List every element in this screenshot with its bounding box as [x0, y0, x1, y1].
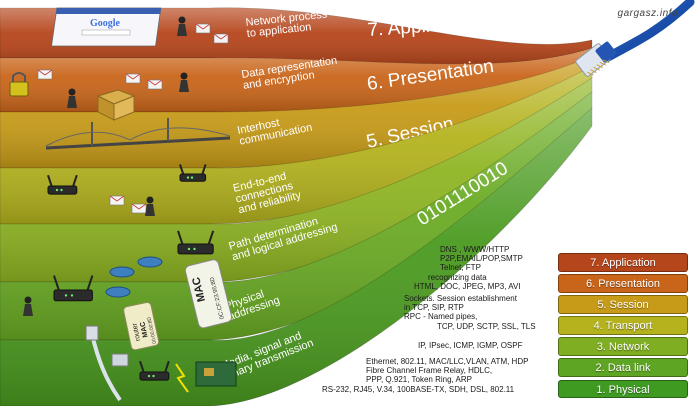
- protocol-line: RPC - Named pipes,: [404, 312, 478, 322]
- patch-cable-icon: [85, 325, 129, 402]
- package-icon: [96, 89, 136, 121]
- circuit-board-icon: [175, 361, 237, 393]
- protocol-line: Telnet, FTP: [440, 263, 481, 273]
- protocol-line: RS-232, RJ45, V.34, 100BASE-TX, SDH, DSL…: [322, 385, 515, 394]
- protocol-line: P2P,EMAIL/POP,SMTP: [440, 254, 523, 264]
- switch-icon: [105, 256, 163, 298]
- bridge-icon: [45, 118, 231, 150]
- legend-item-network: 3. Network: [558, 337, 688, 356]
- search-logo: Google: [90, 18, 121, 29]
- envelope-icon: [213, 33, 229, 44]
- person-icon: [23, 296, 33, 316]
- protocol-line: DNS , WWW/HTTP: [440, 245, 510, 254]
- legend-item-application: 7. Application: [558, 253, 688, 272]
- protocol-block-application: DNS , WWW/HTTP P2P,EMAIL/POP,SMTP Telnet…: [440, 245, 523, 273]
- protocol-line: Ethernet, 802.11, MAC/LLC,VLAN, ATM, HDP: [366, 357, 529, 366]
- protocol-block-presentation: recognizing data HTML, DOC, JPEG, MP3, A…: [414, 273, 521, 291]
- router-label: router: [131, 322, 142, 342]
- person-icon: [179, 72, 189, 92]
- person-icon: [145, 196, 155, 216]
- protocol-block-transport: TCP, UDP, SCTP, SSL, TLS: [437, 322, 536, 331]
- mac-label: MAC: [190, 276, 208, 303]
- router-icon: [53, 275, 94, 302]
- lock-icon: [9, 72, 29, 97]
- legend-item-presentation: 6. Presentation: [558, 274, 688, 293]
- router-icon: [179, 164, 207, 182]
- router-mac-address: 00:00:00:8D: [146, 316, 158, 344]
- router-icon: [139, 360, 170, 381]
- protocol-block-physical: RS-232, RJ45, V.34, 100BASE-TX, SDH, DSL…: [322, 385, 514, 394]
- person-icon: [177, 16, 187, 36]
- envelope-icon: [37, 69, 53, 80]
- envelope-icon: [109, 195, 125, 206]
- layer-band-5: Interhostcommunication 5. Session: [0, 55, 593, 169]
- envelope-icon: [125, 73, 141, 84]
- protocol-line: recognizing data: [428, 273, 487, 282]
- envelope-icon: [131, 203, 147, 214]
- legend-item-physical: 1. Physical: [558, 379, 688, 399]
- protocol-block-network: IP, IPsec, ICMP, IGMP, OSPF: [418, 341, 522, 350]
- layer-legend: 7. Application 6. Presentation 5. Sessio…: [558, 253, 688, 401]
- legend-item-session: 5. Session: [558, 295, 688, 314]
- site-watermark: gargasz.info: [617, 8, 678, 19]
- protocol-block-datalink: Ethernet, 802.11, MAC/LLC,VLAN, ATM, HDP…: [366, 357, 528, 385]
- envelope-icon: [147, 79, 163, 90]
- router-icon: [47, 174, 78, 195]
- browser-window-icon: Google: [51, 7, 162, 47]
- protocol-line: Sockets. Session establishment: [404, 294, 517, 303]
- protocol-line: PPP, Q.921, Token Ring, ARP: [366, 375, 472, 385]
- mac-tag-icon: MAC 0C:CF:23:95:8D: [184, 259, 233, 329]
- person-icon: [67, 88, 77, 108]
- legend-item-transport: 4. Transport: [558, 316, 688, 335]
- router-icon: [177, 230, 215, 255]
- protocol-block-session: Sockets. Session establishment in TCP, S…: [404, 294, 517, 322]
- rj45-plug-icon: [575, 41, 617, 77]
- envelope-icon: [195, 23, 211, 34]
- layer-band-1: Media, signal andbinary transmission 1. P…: [0, 107, 593, 406]
- protocol-line: TCP, UDP, SCTP, SSL, TLS: [437, 322, 536, 331]
- protocol-line: Fibre Channel Frame Relay, HDLC,: [366, 366, 493, 376]
- protocol-line: IP, IPsec, ICMP, IGMP, OSPF: [418, 341, 523, 350]
- legend-item-datalink: 2. Data link: [558, 358, 688, 377]
- protocol-line: in TCP, SIP, RTP: [404, 303, 464, 313]
- protocol-line: HTML, DOC, JPEG, MP3, AVI: [414, 282, 521, 292]
- router-mac-label: MAC: [139, 321, 149, 338]
